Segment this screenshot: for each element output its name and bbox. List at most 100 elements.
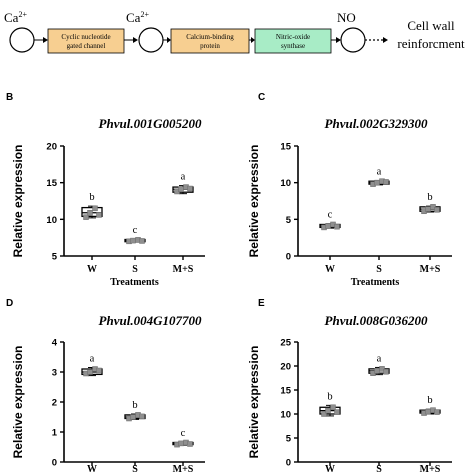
node-circle-1	[9, 27, 35, 53]
significance-letter: b	[132, 400, 137, 411]
significance-letter: b	[89, 192, 94, 203]
chart-title: Phvul.001G005200	[99, 116, 202, 131]
data-point	[374, 368, 380, 374]
box3-line1: Nitric-oxide	[276, 33, 310, 41]
y-tick-label: 5	[52, 252, 58, 263]
x-category-label: S	[376, 264, 382, 275]
y-tick-label: 2	[52, 398, 57, 409]
y-tick-label: 10	[46, 215, 57, 226]
chart-panel-d: D Phvul.004G107700 Relative expression 0 1 2 3…	[6, 298, 205, 474]
significance-letter: a	[90, 354, 95, 365]
y-tick-label: 5	[286, 434, 292, 445]
y-tick-label: 25	[280, 338, 291, 349]
arrowhead-4	[251, 37, 255, 43]
data-point	[330, 404, 336, 411]
node-circle-2	[138, 27, 164, 53]
data-point	[96, 212, 102, 218]
y-tick-label: 15	[280, 386, 291, 397]
y-tick-label: 5	[286, 215, 292, 226]
data-point	[92, 205, 98, 212]
y-axis-label: Relative expression	[11, 145, 25, 258]
cell-wall-line2: reinforcment	[397, 36, 465, 51]
panel-letter: D	[6, 298, 13, 309]
box1-line1: Cyclic nucleotide	[61, 33, 110, 41]
x-category-label: W	[87, 264, 97, 275]
significance-letter: b	[427, 192, 432, 203]
data-point	[87, 369, 93, 375]
significance-letter: c	[133, 225, 138, 236]
box3-line2: synthase	[281, 42, 305, 50]
y-tick-label: 4	[52, 338, 58, 349]
x-category-label: M+S	[420, 264, 441, 275]
data-point	[83, 214, 89, 220]
y-axis-label: Relative expression	[11, 346, 25, 459]
x-axis-label: Treatments	[351, 277, 400, 288]
y-tick-label: 10	[280, 178, 291, 189]
box1-line2: gated channel	[67, 42, 106, 50]
data-point	[178, 186, 184, 193]
data-point	[96, 367, 102, 374]
y-tick-label: 20	[46, 142, 57, 153]
chart-title: Phvul.004G107700	[99, 313, 202, 328]
data-point	[187, 185, 193, 192]
calcium-label-right: Ca2+	[126, 10, 149, 25]
data-point	[430, 204, 436, 210]
x-category-label: W	[325, 264, 335, 275]
significance-letter: a	[377, 166, 382, 177]
significance-letter: a	[181, 172, 186, 183]
box2-line1: Calcium-binding	[186, 33, 234, 41]
data-point	[325, 223, 331, 229]
data-point	[434, 207, 440, 213]
x-category-label: M+S	[173, 264, 194, 275]
data-point	[334, 223, 340, 230]
x-category-label: M+S	[420, 464, 441, 474]
arrowhead-6	[383, 37, 388, 43]
data-point	[187, 441, 193, 447]
chart-panel-c: C Phvul.002G329300 Relative expression 0 5 10…	[247, 92, 452, 288]
y-axis-label: Relative expression	[247, 145, 261, 258]
panel-letter: C	[258, 92, 265, 103]
data-point	[178, 440, 184, 447]
no-label: NO	[337, 10, 356, 25]
y-tick-label: 0	[286, 252, 291, 263]
x-category-label: S	[132, 464, 138, 474]
data-point	[383, 179, 389, 185]
data-point	[130, 414, 136, 420]
data-point	[434, 409, 440, 415]
x-category-label: W	[325, 464, 335, 474]
data-point	[139, 238, 145, 244]
panel-letter: E	[258, 298, 265, 309]
significance-letter: a	[377, 353, 382, 364]
y-tick-label: 10	[280, 410, 291, 421]
y-tick-label: 0	[52, 458, 57, 469]
y-tick-label: 15	[46, 178, 57, 189]
calcium-binding-protein-box	[170, 28, 250, 54]
significance-letter: c	[328, 210, 333, 221]
pathway-diagram: Ca2+ Cyclic nucleotide gated channel Ca2…	[4, 10, 465, 54]
calcium-label-left: Ca2+	[4, 10, 27, 25]
x-category-label: W	[87, 464, 97, 474]
y-tick-label: 0	[286, 458, 291, 469]
significance-letter: b	[427, 395, 432, 406]
nitric-oxide-synthase-box	[254, 28, 332, 54]
x-category-label: M+S	[173, 464, 194, 474]
arrowhead-1	[43, 37, 48, 43]
data-point	[374, 179, 380, 186]
chart-panel-e: E Phvul.008G036200 Relative expression 0 5 10…	[247, 298, 452, 474]
panel-letter: B	[6, 92, 13, 103]
arrowhead-3	[167, 37, 171, 43]
box2-line2: protein	[200, 42, 220, 50]
x-category-label: S	[376, 464, 382, 474]
data-point	[130, 237, 136, 244]
arrowhead-2	[133, 37, 138, 43]
y-tick-label: 20	[280, 362, 291, 373]
data-point	[383, 369, 389, 375]
data-point	[321, 411, 327, 417]
data-point	[325, 407, 331, 414]
chart-panel-b: B Phvul.001G005200 Relative expression 5 10 1…	[6, 92, 205, 288]
data-point	[139, 413, 145, 420]
significance-letter: c	[181, 428, 186, 439]
data-point	[87, 209, 93, 216]
y-tick-label: 15	[280, 142, 291, 153]
